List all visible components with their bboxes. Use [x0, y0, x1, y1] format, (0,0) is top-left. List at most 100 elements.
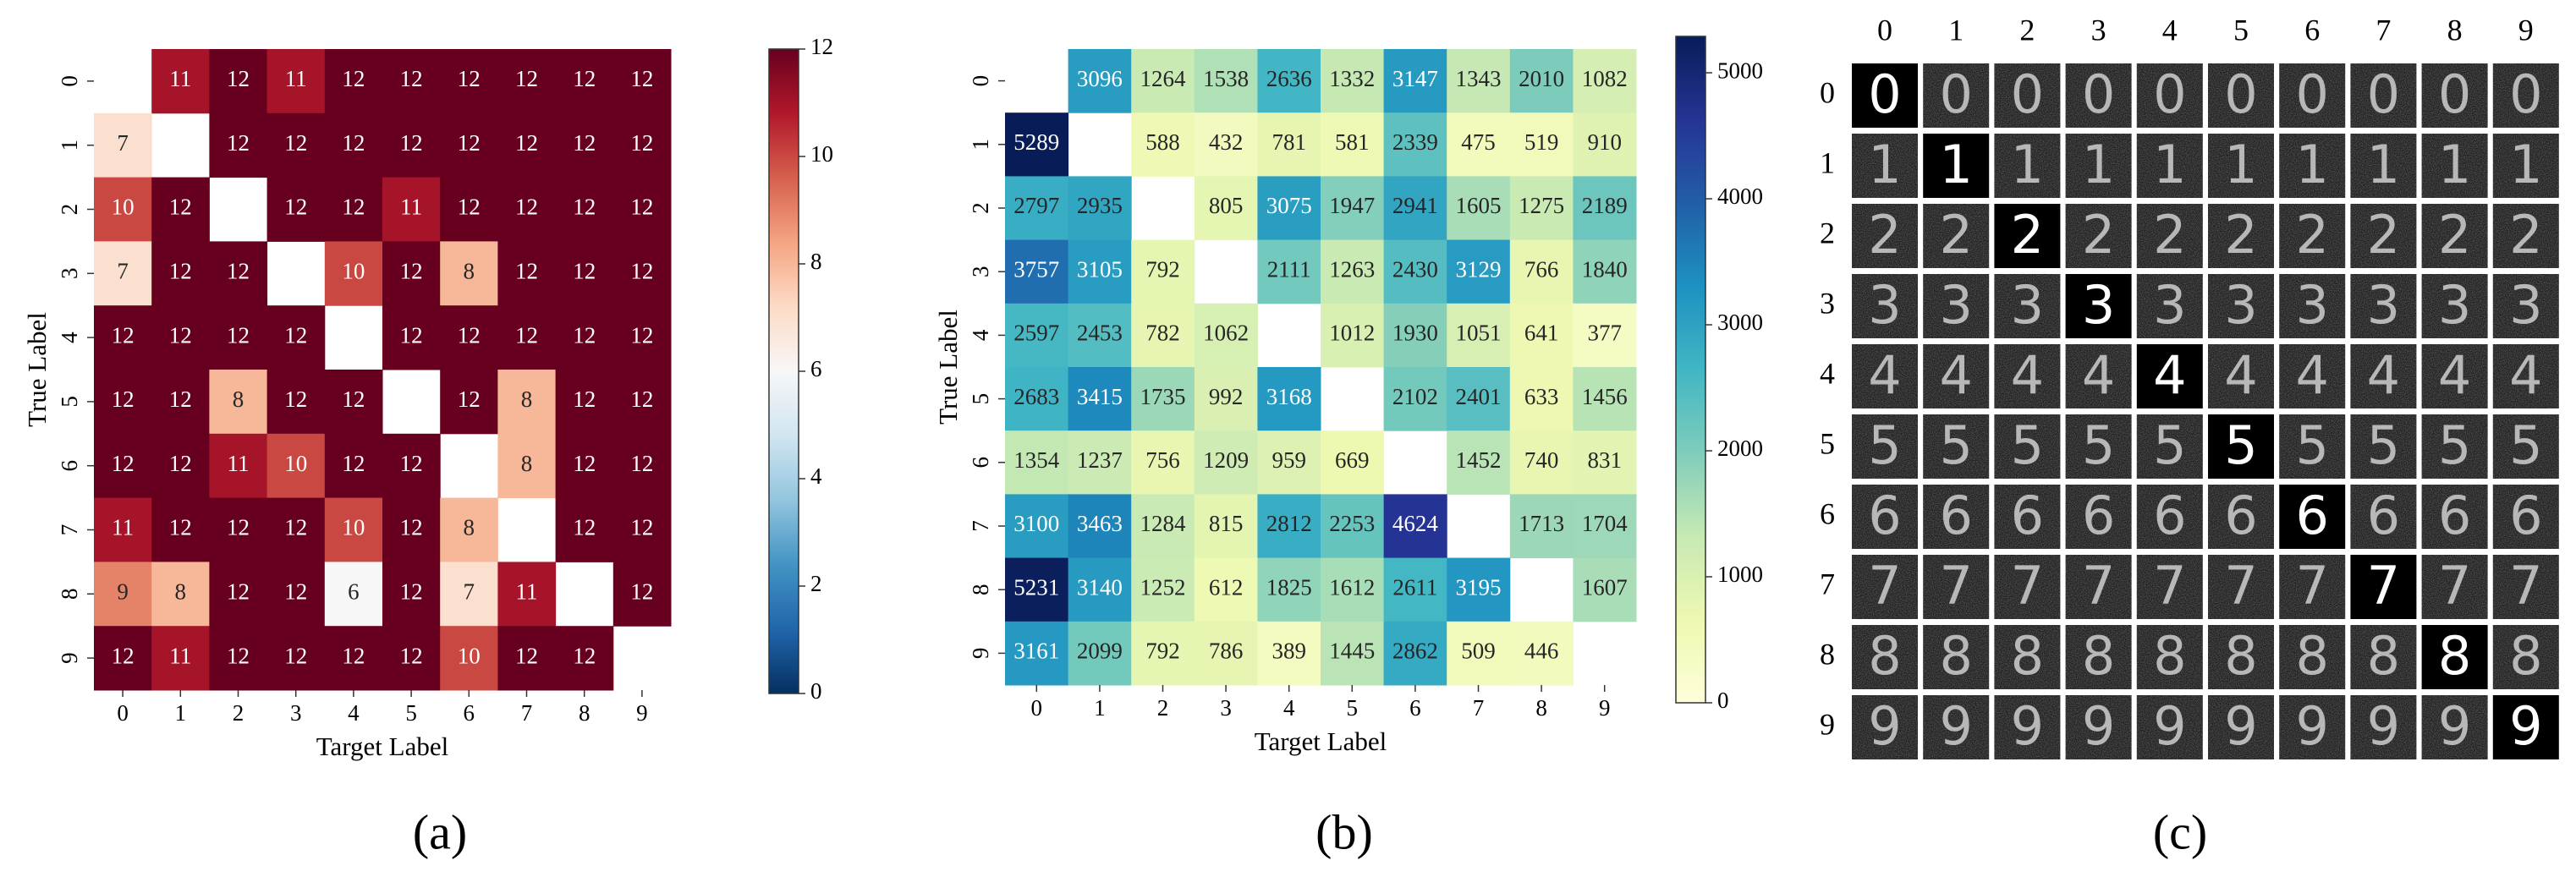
- heatmap-cell: [1321, 112, 1385, 177]
- cell-label: 3463: [1077, 511, 1123, 536]
- image-noise: [2136, 695, 2203, 759]
- heatmap-cell: [440, 497, 498, 562]
- heatmap-cell: [1383, 621, 1447, 686]
- x-tick-label: 3: [290, 700, 302, 726]
- digit-glyph: 7: [2224, 555, 2257, 617]
- x-tick-label: 2: [233, 700, 244, 726]
- cell-label: 3105: [1077, 256, 1123, 282]
- cell-label: 2253: [1329, 511, 1375, 536]
- image-noise: [2279, 625, 2346, 689]
- heatmap-cell: [324, 177, 383, 242]
- heatmap-cell: [555, 370, 614, 435]
- heatmap-cell: [1257, 49, 1321, 113]
- cell-label: 1713: [1519, 511, 1564, 536]
- image-noise: [2492, 485, 2559, 549]
- cell-label: 612: [1209, 574, 1244, 600]
- image-noise: [2350, 344, 2417, 408]
- cell-label: 7: [117, 259, 129, 284]
- heatmap-cell: [1257, 239, 1321, 304]
- heatmap-cell: [382, 177, 441, 242]
- heatmap-cell: [440, 112, 498, 178]
- heatmap-cell: [1383, 557, 1447, 622]
- digit-glyph: 4: [2438, 344, 2471, 406]
- heatmap-cell: [440, 562, 498, 627]
- cell-label: 12: [227, 322, 250, 348]
- cell-label: 12: [227, 66, 250, 91]
- cell-label: 1612: [1329, 574, 1375, 600]
- cell-label: 12: [169, 322, 192, 348]
- cell-label: 12: [400, 130, 423, 156]
- colorbar-tick-label: 5000: [1717, 58, 1763, 83]
- heatmap-cell: [151, 370, 210, 435]
- cell-label: 389: [1272, 639, 1306, 664]
- heatmap-cell: [209, 305, 268, 370]
- row-label: 5: [1820, 426, 1835, 460]
- image-noise: [2136, 274, 2203, 338]
- heatmap-cell: [555, 112, 614, 178]
- column-label: 3: [2091, 13, 2106, 47]
- image-noise: [2421, 414, 2488, 479]
- heatmap-cell: [440, 241, 498, 306]
- cell-label: 11: [400, 195, 422, 220]
- digit-glyph: 2: [2367, 204, 2400, 266]
- heatmap-cell: [440, 626, 498, 691]
- cell-label: 1452: [1456, 447, 1502, 473]
- digit-glyph: 7: [2367, 555, 2400, 617]
- digit-glyph: 3: [2153, 274, 2186, 336]
- cell-label: 12: [227, 643, 250, 668]
- digit-glyph: 9: [2224, 695, 2257, 757]
- heatmap-cell: [94, 497, 152, 562]
- heatmap-cell: [612, 177, 672, 242]
- heatmap-cell: [1509, 494, 1574, 559]
- heatmap-cell: [497, 626, 557, 691]
- digit-glyph: 2: [2011, 204, 2044, 266]
- heatmap-cell: [1194, 557, 1258, 622]
- image-noise: [1923, 625, 1990, 689]
- heatmap-cell: [1131, 557, 1195, 622]
- heatmap-cell: [209, 241, 268, 306]
- heatmap-cell: [612, 370, 672, 435]
- image-noise: [1994, 695, 2061, 759]
- image-noise: [2065, 485, 2132, 549]
- digit-glyph: 2: [2153, 204, 2186, 266]
- x-axis-label: Target Label: [1255, 726, 1387, 756]
- cell-label: 1264: [1140, 66, 1187, 91]
- cell-label: 12: [400, 579, 423, 605]
- image-noise: [2065, 63, 2132, 128]
- image-noise: [1994, 134, 2061, 198]
- digit-glyph: 0: [2367, 63, 2400, 125]
- image-noise: [1923, 274, 1990, 338]
- heatmap-cell: [1005, 239, 1069, 304]
- column-label: 2: [2019, 13, 2035, 47]
- x-tick-label: 1: [1094, 695, 1106, 721]
- heatmap-cell: [1447, 239, 1511, 304]
- x-tick-label: 2: [1157, 695, 1169, 721]
- heatmap-cell: [94, 370, 152, 435]
- heatmap-cell: [1383, 176, 1447, 241]
- cell-label: 12: [342, 195, 365, 220]
- digit-glyph: 9: [1939, 695, 1972, 757]
- heatmap-cell: [1509, 49, 1574, 113]
- heatmap-cell: [1321, 494, 1385, 559]
- image-noise: [2421, 204, 2488, 268]
- y-tick-label: 6: [968, 457, 993, 469]
- heatmap-cell: [1257, 494, 1321, 559]
- cell-label: 1825: [1266, 574, 1312, 600]
- image-noise: [1994, 274, 2061, 338]
- y-tick-label: 8: [968, 584, 993, 595]
- heatmap-cell: [1068, 557, 1132, 622]
- x-tick-label: 4: [1283, 695, 1295, 721]
- digit-glyph: 7: [2011, 555, 2044, 617]
- digit-glyph: 1: [2367, 134, 2400, 195]
- heatmap-cell: [382, 433, 441, 499]
- cell-label: 446: [1524, 639, 1559, 664]
- cell-label: 12: [573, 130, 596, 156]
- y-tick-label: 5: [57, 396, 82, 408]
- heatmap-cell: [1194, 430, 1258, 495]
- heatmap-cell: [324, 112, 383, 178]
- digit-glyph: 0: [2153, 63, 2186, 125]
- cell-label: 8: [175, 579, 187, 605]
- digit-glyph: 8: [2295, 625, 2328, 687]
- image-noise: [1994, 344, 2061, 408]
- y-tick-label: 8: [57, 589, 82, 600]
